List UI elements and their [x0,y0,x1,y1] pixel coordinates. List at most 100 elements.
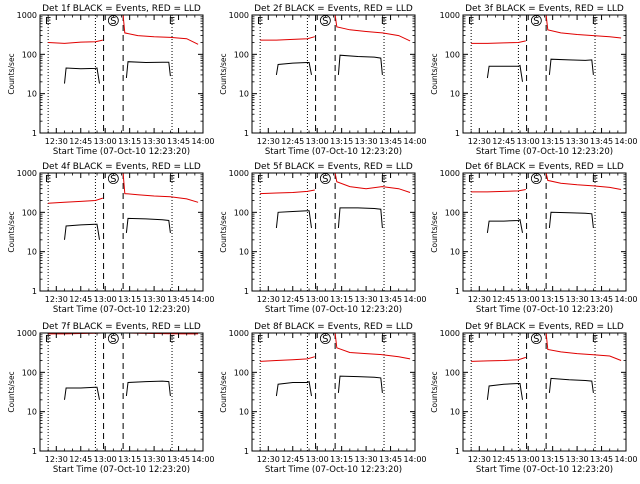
series-events-segment-1 [486,218,523,233]
marker-e: E [257,16,263,27]
y-tick-label: 1 [32,129,37,138]
x-tick-label: 13:45 [590,137,613,146]
y-tick-label: 10 [450,408,460,417]
y-tick-label: 1000 [229,329,249,338]
y-tick-label: 10 [239,248,249,257]
x-tick-label: 12:45 [492,137,515,146]
x-tick-label: 13:30 [355,455,378,464]
panel-title: Det 5f BLACK = Events, RED = LLD [254,162,413,172]
x-tick-label: 14:00 [191,137,214,146]
panel-3: Det 3f BLACK = Events, RED = LLD E E S 1 10 10… [430,4,638,157]
y-tick-label: 100 [445,50,460,59]
x-tick-label: 12:30 [257,455,280,464]
panel-7: Det 7f BLACK = Events, RED = LLD E E S 1 10 10… [7,322,215,475]
x-tick-label: 12:30 [468,137,491,146]
series-lld-segment-3 [334,173,411,193]
panel-title: Det 2f BLACK = Events, RED = LLD [254,4,413,14]
marker-e: E [169,334,175,345]
series-events-segment-1 [486,383,523,400]
marker-e: E [257,174,263,185]
x-tick-label: 13:00 [517,137,540,146]
x-tick-label: 13:30 [566,455,589,464]
series-lld-segment-3 [545,173,622,190]
x-tick-label: 13:15 [118,295,141,304]
y-tick-label: 1 [455,129,460,138]
series-lld-segment-3 [122,173,199,203]
y-axis-label: Counts/sec [219,371,228,412]
y-tick-label: 1000 [17,329,37,338]
panel-8: Det 8f BLACK = Events, RED = LLD E E S 1 10 10… [219,322,427,475]
marker-e: E [592,334,598,345]
marker-e: E [45,334,51,345]
x-tick-label: 13:30 [143,455,166,464]
plot-frame [39,332,204,452]
y-tick-label: 1000 [17,11,37,20]
x-tick-label: 14:00 [403,455,426,464]
marker-s: S [110,174,116,185]
series-events-segment-2 [337,375,383,393]
x-tick-label: 13:15 [330,295,353,304]
x-tick-label: 12:45 [69,455,92,464]
x-tick-label: 13:45 [590,295,613,304]
x-tick-label: 12:45 [492,455,515,464]
x-tick-label: 13:00 [517,455,540,464]
y-tick-label: 100 [22,208,37,217]
x-axis-label: Start Time (07-Oct-10 12:23:20) [265,465,402,475]
marker-s: S [110,16,116,27]
x-tick-label: 13:00 [94,455,117,464]
y-tick-label: 100 [234,208,249,217]
x-tick-label: 13:00 [306,455,329,464]
series-events-segment-2 [548,58,594,75]
panel-data [471,173,622,233]
series-lld-segment-1 [48,197,103,204]
x-tick-label: 13:30 [566,295,589,304]
marker-s: S [110,334,116,345]
x-tick-label: 13:30 [143,137,166,146]
panel-1: Det 1f BLACK = Events, RED = LLD E E S 1 10 10… [7,4,215,157]
y-tick-label: 100 [22,50,37,59]
x-tick-label: 14:00 [191,455,214,464]
x-tick-label: 13:15 [330,137,353,146]
y-tick-label: 100 [22,368,37,377]
series-lld-segment-1 [471,40,526,44]
x-tick-label: 13:30 [355,137,378,146]
panel-6: Det 6f BLACK = Events, RED = LLD E E S 1 10 10… [430,162,638,315]
series-events-segment-1 [275,62,312,75]
marker-e: E [468,16,474,27]
marker-e: E [381,16,387,27]
plot-frame [39,172,204,292]
y-tick-label: 1000 [17,169,37,178]
x-tick-label: 13:45 [167,137,190,146]
marker-e: E [468,334,474,345]
x-tick-label: 13:30 [143,295,166,304]
y-axis-label: Counts/sec [7,53,16,94]
y-tick-label: 10 [450,248,460,257]
y-tick-label: 100 [445,208,460,217]
x-tick-label: 13:30 [355,295,378,304]
panel-title: Det 4f BLACK = Events, RED = LLD [42,162,201,172]
series-lld-segment-1 [48,39,103,44]
series-lld-segment-1 [471,189,526,193]
x-tick-label: 13:15 [541,295,564,304]
y-axis-label: Counts/sec [219,53,228,94]
series-lld-segment-3 [122,15,199,45]
x-tick-label: 12:30 [257,295,280,304]
y-tick-label: 1 [244,287,249,296]
x-axis-label: Start Time (07-Oct-10 12:23:20) [476,465,613,475]
x-tick-label: 14:00 [614,137,637,146]
x-tick-label: 13:45 [379,295,402,304]
marker-s: S [533,334,539,345]
y-axis-label: Counts/sec [430,211,439,252]
x-tick-label: 13:15 [541,137,564,146]
y-axis-label: Counts/sec [7,211,16,252]
marker-e: E [45,174,51,185]
panel-data [260,333,411,397]
marker-s: S [533,16,539,27]
y-tick-label: 100 [234,50,249,59]
x-tick-label: 14:00 [403,295,426,304]
panel-title: Det 1f BLACK = Events, RED = LLD [42,4,201,14]
x-axis-label: Start Time (07-Oct-10 12:23:20) [265,305,402,315]
x-tick-label: 12:45 [281,137,304,146]
